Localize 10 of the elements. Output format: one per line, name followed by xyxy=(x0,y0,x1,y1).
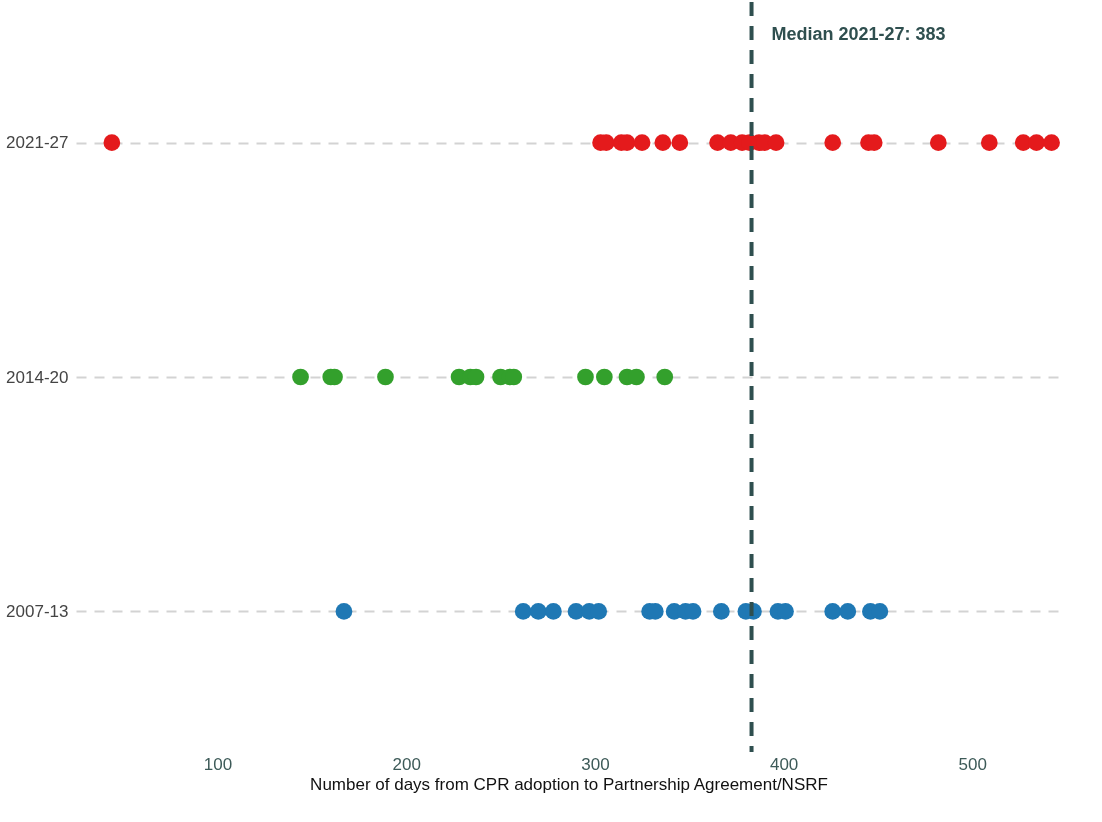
y-tick-label: 2021-27 xyxy=(6,133,69,153)
x-axis-title: Number of days from CPR adoption to Partnership Agreement/NSRF xyxy=(310,774,828,794)
y-tick-label: 2007-13 xyxy=(6,601,69,621)
y-tick-label: 2014-20 xyxy=(6,367,69,387)
ref-line-label: Median 2021-27: 383 xyxy=(771,24,946,44)
x-tick-label: 200 xyxy=(392,754,421,774)
x-tick-label: 300 xyxy=(581,754,610,774)
x-tick-label: 100 xyxy=(203,754,233,774)
x-tick-label: 500 xyxy=(958,754,987,774)
x-tick-label: 400 xyxy=(769,754,799,774)
